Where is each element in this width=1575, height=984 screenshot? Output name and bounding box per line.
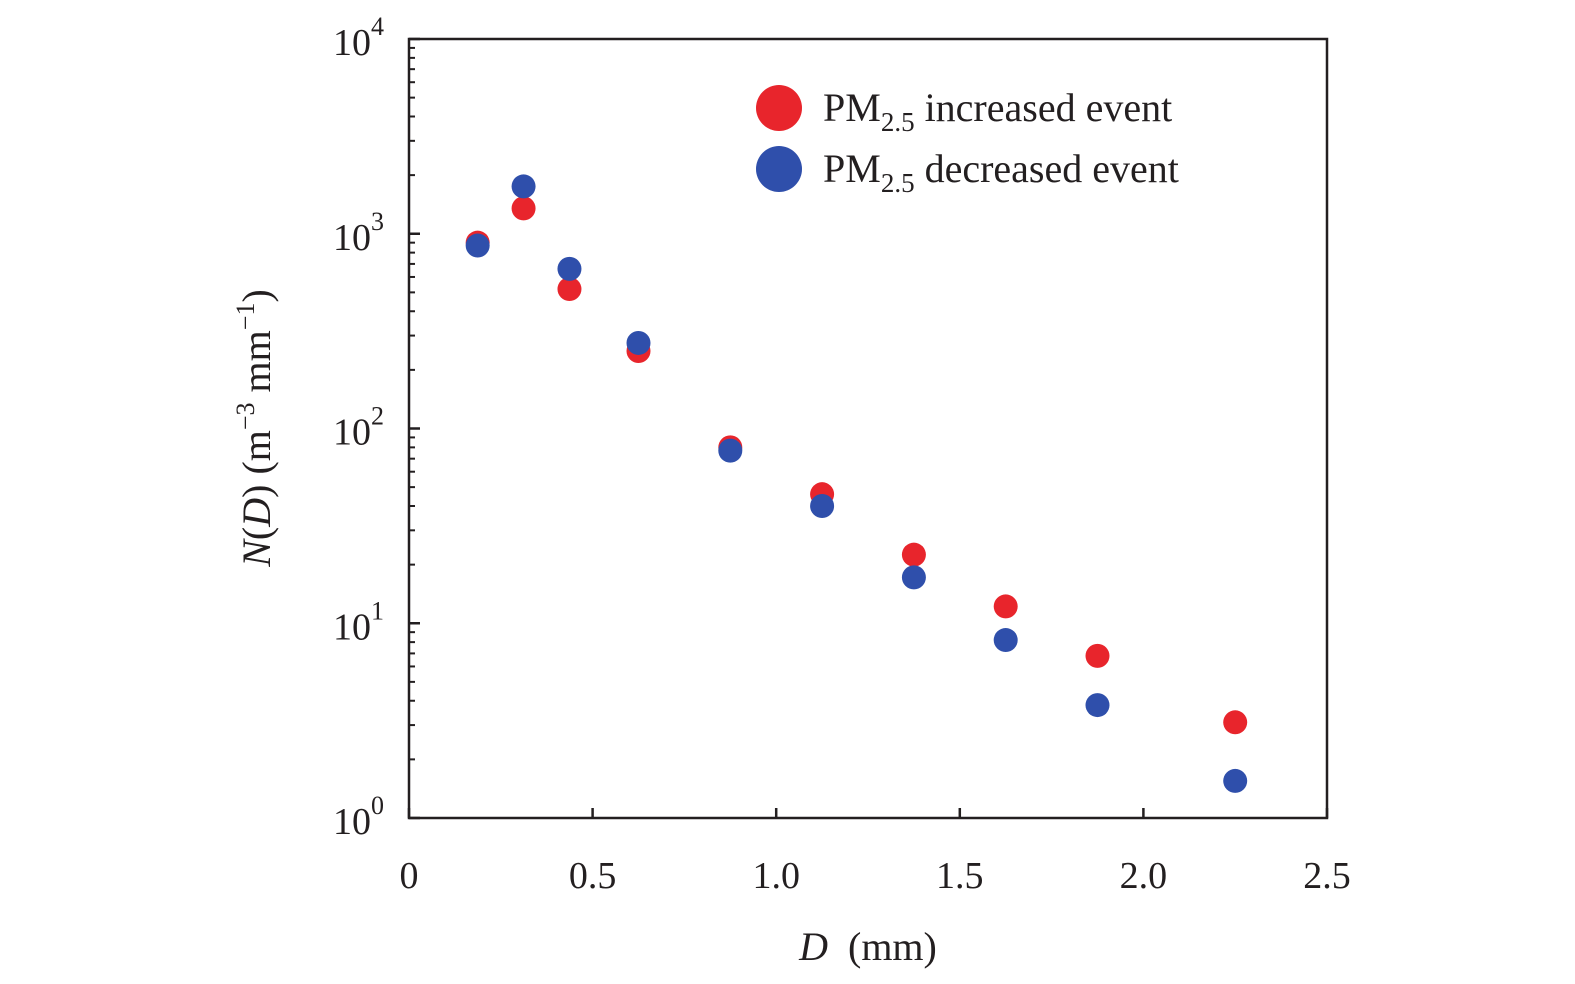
data-point	[557, 256, 582, 281]
data-point	[1085, 643, 1110, 668]
data-point	[810, 493, 835, 518]
x-tick-label: 1.5	[936, 855, 984, 897]
legend-entry-increased: PM2.5 increased event	[756, 85, 1172, 137]
y-axis-arg: D	[234, 498, 279, 528]
y-axis-unit-mm: mm	[234, 330, 279, 392]
x-axis-unit: (mm)	[848, 924, 937, 969]
data-point	[993, 594, 1018, 619]
series-increased	[465, 196, 1248, 735]
y-axis-unit-mm-exp: −1	[231, 303, 260, 331]
legend-marker-decreased	[756, 146, 802, 192]
y-axis-var: N	[234, 538, 279, 568]
x-axis-title: D (mm)	[798, 924, 937, 969]
y-axis-title: N(D) (m−3 mm−1)	[231, 289, 279, 568]
data-points	[465, 174, 1248, 793]
legend-entry-decreased: PM2.5 decreased event	[756, 146, 1179, 198]
y-tick-label: 103	[333, 207, 384, 259]
x-tick-label: 2.0	[1120, 855, 1168, 897]
x-tick-labels: 0 0.5 1.0 1.5 2.0 2.5	[400, 855, 1351, 897]
y-tick-label: 100	[333, 791, 384, 843]
legend: PM2.5 increased event PM2.5 decreased ev…	[756, 85, 1179, 198]
x-tick-label: 1.0	[752, 855, 800, 897]
data-point	[465, 233, 490, 258]
y-tick-label: 102	[333, 402, 384, 454]
y-axis-unit-m-exp: −3	[231, 402, 260, 430]
data-point	[718, 438, 743, 463]
series-decreased	[465, 174, 1248, 793]
plot-frame	[407, 37, 1329, 820]
y-axis-unit-m: m	[234, 430, 279, 461]
data-point	[901, 542, 926, 567]
data-point	[1085, 693, 1110, 718]
x-tick-label: 2.5	[1303, 855, 1351, 897]
legend-label-increased: PM2.5 increased event	[823, 85, 1172, 137]
legend-marker-increased	[756, 85, 802, 131]
y-tick-label: 104	[333, 12, 384, 64]
data-point	[511, 174, 536, 199]
data-point	[901, 565, 926, 590]
y-tick-labels: 100 101 102 103 104	[333, 12, 384, 843]
x-tick-label: 0	[400, 855, 419, 897]
legend-label-decreased: PM2.5 decreased event	[823, 146, 1179, 198]
data-point	[1223, 768, 1248, 793]
data-point	[993, 628, 1018, 653]
y-tick-label: 101	[333, 596, 384, 648]
x-tick-label: 0.5	[569, 855, 617, 897]
data-point	[557, 277, 582, 302]
x-axis-var: D	[798, 924, 828, 969]
data-point	[511, 196, 536, 221]
data-point	[1223, 710, 1248, 735]
data-point	[626, 330, 651, 355]
